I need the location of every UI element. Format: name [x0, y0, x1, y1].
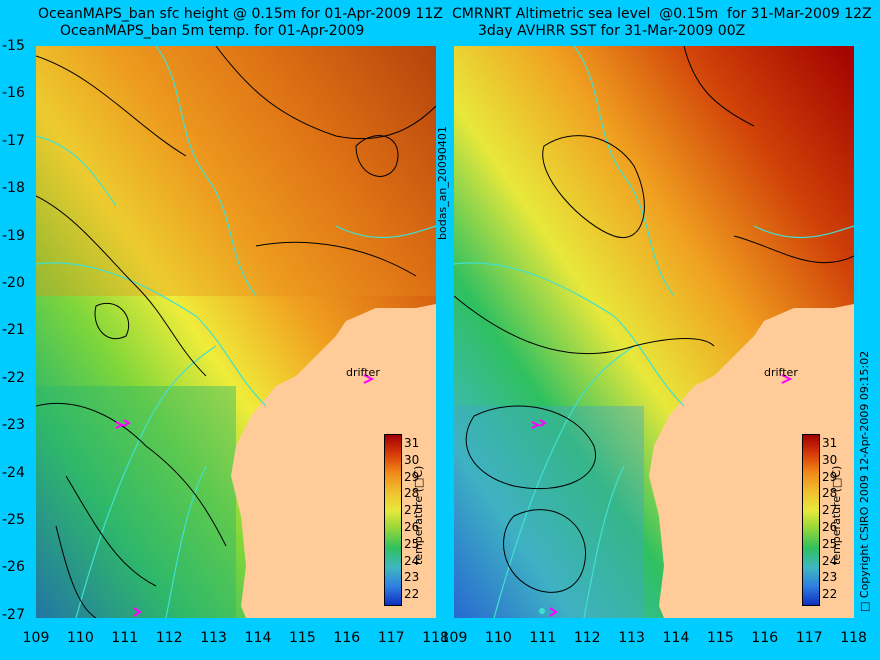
right-colorbar-tick: 29 — [822, 469, 838, 484]
y-tick-label: -21 — [2, 322, 25, 339]
x-tick-label-left: 116 — [333, 630, 361, 646]
right-title-line1: CMRNRT Altimetric sea level @0.15m for 3… — [452, 6, 872, 22]
x-tick-label-right: 112 — [573, 630, 601, 646]
drifter-markers-right — [531, 374, 793, 617]
left-colorbar-tick: 27 — [404, 503, 420, 518]
right-colorbar-tick: 26 — [822, 520, 838, 534]
left-colorbar-tick: 22 — [404, 587, 420, 602]
x-tick-label-left: 117 — [377, 630, 405, 646]
right-bathymetry-contours — [454, 46, 854, 618]
drifter-label-right: drifter — [764, 366, 798, 379]
right-colorbar-tick: 30 — [822, 452, 838, 467]
right-title-line2: 3day AVHRR SST for 31-Mar-2009 00Z — [478, 23, 746, 39]
y-tick-label: -26 — [2, 559, 25, 576]
left-colorbar-label: temperature (□C) — [412, 465, 425, 565]
run-id-label: bodas_an_20090401 — [436, 126, 449, 240]
drifter-markers-left — [115, 374, 375, 617]
x-tick-label-right: 118 — [840, 630, 867, 646]
drifter-marker — [549, 607, 558, 617]
left-colorbar-tick: 30 — [404, 452, 420, 467]
y-tick-label: -17 — [2, 132, 25, 149]
left-map-panel — [36, 46, 436, 618]
right-colorbar — [802, 434, 820, 606]
left-bathymetry-contours — [36, 46, 436, 618]
copyright-label: □ Copyright CSIRO 2009 12-Apr-2009 09:15… — [858, 350, 871, 612]
left-colorbar-tick: 24 — [404, 553, 420, 568]
right-colorbar-label: temperature (□C) — [830, 465, 843, 565]
drifter-marker — [133, 607, 142, 617]
x-tick-label-left: 112 — [155, 630, 183, 646]
x-tick-label-right: 114 — [662, 630, 690, 646]
y-tick-label: -16 — [2, 85, 25, 102]
x-tick-label-left: 110 — [67, 630, 94, 646]
left-colorbar-tick: 28 — [404, 486, 420, 501]
y-tick-label: -19 — [2, 227, 25, 244]
x-tick-label-left: 114 — [244, 630, 272, 646]
right-colorbar-tick: 27 — [822, 503, 838, 518]
left-title-line2: OceanMAPS_ban 5m temp. for 01-Apr-2009 — [60, 23, 365, 39]
y-tick-label: -25 — [2, 512, 25, 528]
left-title-line1: OceanMAPS_ban sfc height @ 0.15m for 01-… — [38, 6, 443, 22]
x-tick-label-left: 115 — [289, 630, 316, 646]
drifter-marker — [781, 374, 793, 384]
drifter-marker — [115, 419, 131, 429]
drifter-marker — [531, 419, 547, 429]
y-tick-label: -18 — [2, 180, 25, 197]
right-colorbar-tick: 28 — [822, 486, 838, 501]
x-tick-label-right: 109 — [440, 630, 468, 646]
y-tick-label: -27 — [2, 606, 25, 623]
x-tick-label-left: 118 — [422, 630, 449, 646]
x-tick-label-right: 116 — [751, 630, 779, 646]
left-colorbar-tick: 26 — [404, 520, 420, 534]
right-colorbar-tick: 25 — [822, 536, 838, 551]
right-colorbar-tick: 22 — [822, 587, 838, 602]
x-tick-label-left: 113 — [200, 630, 227, 646]
left-colorbar-tick: 29 — [404, 469, 420, 484]
x-tick-label-right: 113 — [618, 630, 645, 646]
y-tick-label: -15 — [2, 38, 25, 54]
right-colorbar-tick: 23 — [822, 570, 838, 585]
y-tick-label: -20 — [2, 275, 25, 291]
right-colorbar-tick: 31 — [822, 436, 838, 450]
x-tick-label-right: 110 — [485, 630, 512, 646]
left-sea-height-contours — [36, 46, 436, 618]
left-colorbar-tick: 23 — [404, 570, 420, 585]
left-colorbar — [384, 434, 402, 606]
x-tick-label-left: 109 — [22, 630, 50, 646]
x-tick-label-right: 115 — [707, 630, 734, 646]
x-tick-label-left: 111 — [111, 630, 139, 646]
left-colorbar-tick: 25 — [404, 536, 420, 551]
x-tick-label-right: 117 — [795, 630, 823, 646]
left-colorbar-tick: 31 — [404, 436, 420, 450]
x-tick-label-right: 111 — [529, 630, 557, 646]
y-tick-label: -22 — [2, 369, 25, 386]
buoy-marker — [539, 608, 545, 614]
right-colorbar-tick: 24 — [822, 553, 838, 568]
right-sea-level-contours — [454, 46, 854, 593]
drifter-label-left: drifter — [346, 366, 380, 379]
y-tick-label: -24 — [2, 464, 25, 481]
right-map-panel — [454, 46, 854, 618]
drifter-marker — [363, 374, 375, 384]
y-tick-label: -23 — [2, 417, 25, 434]
